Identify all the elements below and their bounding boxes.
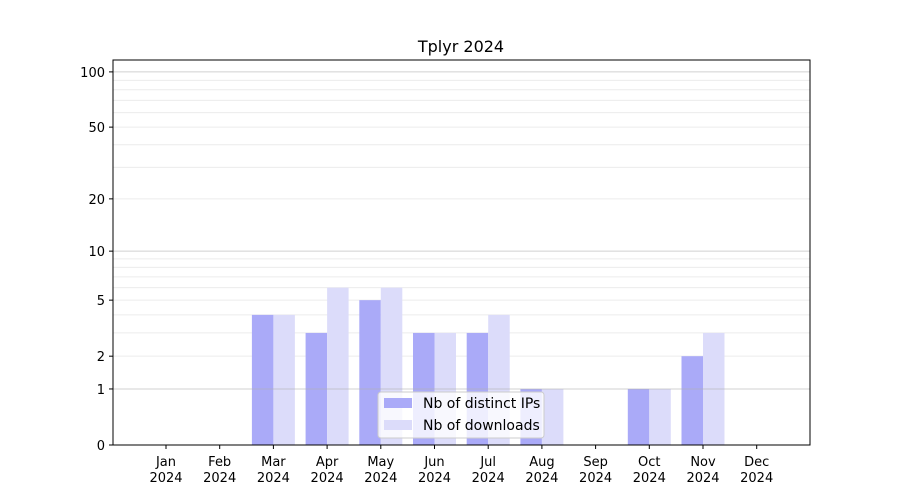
legend-label-downloads: Nb of downloads [423,418,540,434]
y-tick-label: 1 [97,383,105,398]
x-tick-label: Oct 2024 [633,455,666,486]
y-tick-label: 20 [88,193,105,208]
x-tick-label: Jun 2024 [418,455,451,486]
y-axis: 0 1 2 5 10 20 50 100 [80,66,113,454]
x-tick-label-line: 2024 [472,471,505,486]
grid [113,79,810,357]
y-tick-label: 100 [80,66,105,81]
x-tick-label-line: Mar [261,455,286,470]
chart-title: Tplyr 2024 [417,37,504,56]
legend-swatch-ips [384,398,412,408]
x-tick-label-line: 2024 [525,471,558,486]
x-tick-label-line: Jan [155,455,176,470]
x-tick-label-line: Oct [638,455,660,470]
bar-downloads [649,388,671,445]
x-tick-label: Apr 2024 [311,455,344,486]
x-tick-label: Jan 2024 [149,455,182,486]
y-tick-label: 0 [97,439,105,454]
x-tick-label: Jul 2024 [472,455,505,486]
y-tick-label: 50 [88,121,105,136]
x-tick-label: Nov 2024 [686,455,719,486]
bar-downloads [541,388,564,445]
x-tick-label-line: Apr [316,455,339,470]
x-tick-label-line: 2024 [418,471,451,486]
bar-ips [681,356,703,445]
bar-downloads [273,314,295,445]
x-tick-label-line: 2024 [686,471,719,486]
x-tick-label-line: Sep [583,455,608,470]
x-tick-label: Sep 2024 [579,455,612,486]
legend-swatch-downloads [384,420,412,430]
major-grid [113,71,810,390]
x-tick-label-line: Jul [479,455,496,470]
bar-ips [359,300,381,445]
y-tick-label: 5 [97,294,105,309]
bar-ips [251,314,274,445]
x-tick-label: Mar 2024 [257,455,290,486]
x-tick-label-line: 2024 [149,471,182,486]
legend: Nb of distinct IPs Nb of downloads [377,391,545,439]
x-tick-label-line: Feb [208,455,231,470]
bar-ips [627,388,650,445]
x-tick-label-line: 2024 [203,471,236,486]
x-tick-label-line: 2024 [579,471,612,486]
x-tick-label-line: Nov [690,455,716,470]
x-tick-label-line: May [367,455,394,470]
y-tick-label: 2 [97,350,105,365]
x-tick-label: Dec 2024 [740,455,773,486]
x-tick-label-line: 2024 [364,471,397,486]
plot-frame [112,59,811,446]
bar-downloads [327,287,349,445]
x-tick-label: Aug 2024 [525,455,558,486]
x-tick-label-line: Dec [744,455,769,470]
legend-label-ips: Nb of distinct IPs [423,396,540,412]
x-tick-label-line: Jun [423,455,444,470]
x-tick-label: Feb 2024 [203,455,236,486]
x-tick-label-line: 2024 [740,471,773,486]
legend-box [377,391,545,439]
x-tick-label-line: Aug [529,455,554,470]
x-tick-label-line: 2024 [633,471,666,486]
x-tick-label: May 2024 [364,455,397,486]
x-tick-label-line: 2024 [311,471,344,486]
x-tick-label-line: 2024 [257,471,290,486]
y-tick-label: 10 [88,245,105,260]
